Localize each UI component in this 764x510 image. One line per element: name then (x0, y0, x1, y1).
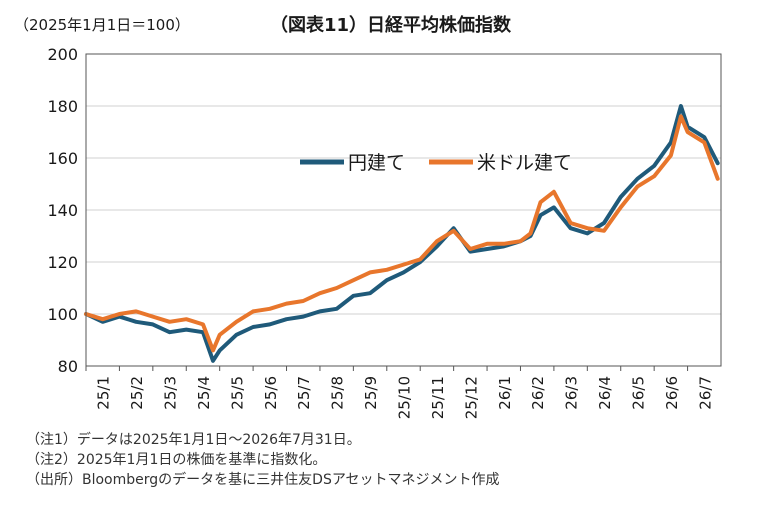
legend-label-1: 米ドル建て (477, 152, 572, 174)
x-tick-label: 25/11 (429, 376, 447, 419)
x-tick-label: 25/3 (162, 376, 180, 410)
x-tick-label: 26/3 (563, 376, 581, 410)
y-tick-label: 200 (47, 45, 78, 64)
chart-title: （図表11）日経平均株価指数 (270, 15, 512, 36)
x-tick-label: 25/2 (128, 376, 146, 410)
x-tick-label: 25/12 (462, 376, 480, 419)
y-tick-label: 100 (47, 305, 78, 324)
x-tick-label: 25/6 (262, 376, 280, 410)
x-tick-label: 26/2 (529, 376, 547, 410)
x-tick-label: 25/7 (295, 376, 313, 410)
footnote-source: （出所）Bloombergのデータを基に三井住友DSアセットマネジメント作成 (26, 472, 500, 488)
y-tick-label: 120 (47, 253, 78, 272)
line-chart: 80 100 120 140 160 180 200 25/1 25/2 25/3 25/4 25/… (47, 45, 722, 419)
x-tick-label: 25/8 (329, 376, 347, 410)
y-tick-label: 80 (58, 357, 78, 376)
x-tick-label: 26/7 (696, 376, 714, 410)
x-tick-label: 26/4 (596, 376, 614, 410)
y-tick-label: 160 (47, 149, 78, 168)
x-tick-label: 26/5 (629, 376, 647, 410)
x-tick-label: 25/4 (195, 376, 213, 410)
x-tick-label: 25/10 (396, 376, 414, 419)
plot-area-frame (85, 53, 722, 367)
footnote-2: （注2）2025年1月1日の株価を基準に指数化。 (26, 452, 327, 468)
series-line-1 (84, 114, 720, 353)
y-tick-label: 140 (47, 201, 78, 220)
x-tick-label: 26/1 (496, 376, 514, 410)
chart-index-note: （2025年1月1日＝100） (14, 16, 190, 34)
x-tick-label: 26/6 (663, 376, 681, 410)
footnote-1: （注1）データは2025年1月1日～2026年7月31日。 (26, 432, 361, 448)
footnotes: （注1）データは2025年1月1日～2026年7月31日。 （注2）2025年1… (26, 430, 500, 490)
y-tick-label: 180 (47, 97, 78, 116)
x-tick-label: 25/5 (228, 376, 246, 410)
series-line-0 (84, 104, 720, 363)
legend-label-0: 円建て (348, 152, 405, 174)
x-tick-label: 25/1 (95, 376, 113, 410)
x-tick-label: 25/9 (362, 376, 380, 410)
